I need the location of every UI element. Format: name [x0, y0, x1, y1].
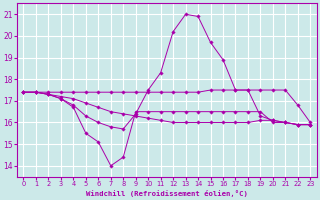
X-axis label: Windchill (Refroidissement éolien,°C): Windchill (Refroidissement éolien,°C)	[86, 190, 248, 197]
